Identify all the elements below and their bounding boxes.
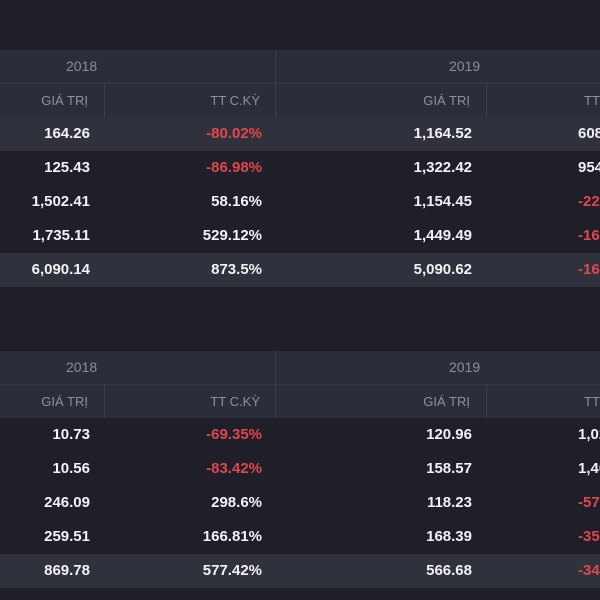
value-2018: 6,090.14 (31, 261, 90, 278)
column-header-row: GIÁ TRỊ TT C.KỲ GIÁ TRỊ TT (0, 84, 600, 117)
column-divider (275, 50, 276, 83)
column-divider (486, 84, 487, 117)
change-2019: 1,027 (578, 426, 600, 443)
change-2019: 954 (578, 159, 600, 176)
value-2019: 1,164.52 (413, 125, 472, 142)
table-row: 164.26 -80.02% 1,164.52 608 (0, 117, 600, 151)
column-divider (275, 84, 276, 117)
column-divider (275, 385, 276, 418)
column-header[interactable]: GIÁ TRỊ (423, 394, 470, 409)
value-2018: 10.56 (52, 460, 90, 477)
column-divider (104, 385, 105, 418)
change-2018: 298.6% (211, 494, 262, 511)
column-header[interactable]: TT (584, 93, 600, 108)
column-header[interactable]: TT C.KỲ (210, 93, 260, 108)
table-row: 869.78 577.42% 566.68 -34 (0, 554, 600, 588)
change-2018: -69.35% (206, 426, 262, 443)
change-2019: -16 (578, 227, 600, 244)
table-row: 1,502.41 58.16% 1,154.45 -22 (0, 185, 600, 219)
column-header-row: GIÁ TRỊ TT C.KỲ GIÁ TRỊ TT (0, 385, 600, 418)
value-2019: 158.57 (426, 460, 472, 477)
value-2019: 118.23 (426, 494, 472, 511)
change-2019: -22 (578, 193, 600, 210)
year-header-row: 2018 2019 (0, 50, 600, 84)
column-header[interactable]: TT C.KỲ (210, 394, 260, 409)
change-2018: -86.98% (206, 159, 262, 176)
value-2018: 125.43 (44, 159, 90, 176)
change-2018: -80.02% (206, 125, 262, 142)
change-2018: 166.81% (202, 528, 262, 545)
value-2018: 1,502.41 (31, 193, 90, 210)
column-header[interactable]: GIÁ TRỊ (41, 93, 88, 108)
value-2019: 1,322.42 (413, 159, 472, 176)
financial-table-top: 2018 2019 GIÁ TRỊ TT C.KỲ GIÁ TRỊ TT 164.26 -80… (0, 50, 600, 287)
change-2018: 58.16% (211, 193, 262, 210)
value-2019: 1,154.45 (413, 193, 472, 210)
table-row: 259.51 166.81% 168.39 -35 (0, 520, 600, 554)
value-2018: 246.09 (44, 494, 90, 511)
table-row: 10.56 -83.42% 158.57 1,401 (0, 452, 600, 486)
value-2018: 869.78 (44, 562, 90, 579)
change-2018: 577.42% (202, 562, 262, 579)
value-2018: 164.26 (44, 125, 90, 142)
column-divider (486, 385, 487, 418)
column-header[interactable]: GIÁ TRỊ (423, 93, 470, 108)
change-2019: -34 (578, 562, 600, 579)
change-2018: 873.5% (211, 261, 262, 278)
change-2018: -83.42% (206, 460, 262, 477)
change-2019: 608 (578, 125, 600, 142)
value-2019: 1,449.49 (413, 227, 472, 244)
table-row: 10.73 -69.35% 120.96 1,027 (0, 418, 600, 452)
change-2019: -16 (578, 261, 600, 278)
value-2019: 566.68 (426, 562, 472, 579)
year-label: 2019 (449, 359, 481, 375)
value-2019: 120.96 (426, 426, 472, 443)
year-header-row: 2018 2019 (0, 351, 600, 385)
value-2018: 10.73 (52, 426, 90, 443)
change-2019: -57 (578, 494, 600, 511)
column-header[interactable]: TT (584, 394, 600, 409)
year-label: 2018 (66, 359, 98, 375)
column-divider (104, 84, 105, 117)
change-2018: 529.12% (202, 227, 262, 244)
column-header[interactable]: GIÁ TRỊ (41, 394, 88, 409)
table-row: 246.09 298.6% 118.23 -57 (0, 486, 600, 520)
table-row: 1,735.11 529.12% 1,449.49 -16 (0, 219, 600, 253)
financial-table-bottom: 2018 2019 GIÁ TRỊ TT C.KỲ GIÁ TRỊ TT 10.73 -69.… (0, 351, 600, 588)
column-divider (275, 351, 276, 384)
value-2019: 5,090.62 (413, 261, 472, 278)
year-label: 2019 (449, 58, 481, 74)
value-2018: 259.51 (44, 528, 90, 545)
table-row: 6,090.14 873.5% 5,090.62 -16 (0, 253, 600, 287)
table-row: 125.43 -86.98% 1,322.42 954 (0, 151, 600, 185)
change-2019: -35 (578, 528, 600, 545)
value-2018: 1,735.11 (32, 227, 90, 244)
year-label: 2018 (66, 58, 98, 74)
change-2019: 1,401 (578, 460, 600, 477)
value-2019: 168.39 (426, 528, 472, 545)
